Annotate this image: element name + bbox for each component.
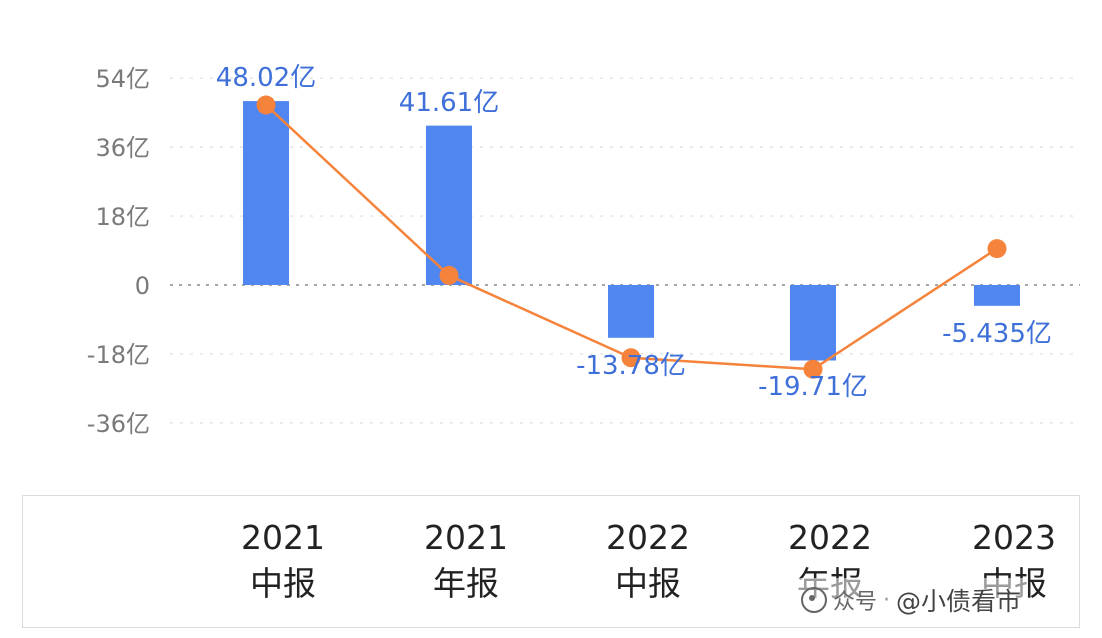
watermark: 众号 · @小债看市 [795, 578, 1028, 622]
trend-point [621, 348, 641, 368]
x-tick-label: 2022 中报 [578, 515, 718, 607]
trend-point [803, 359, 823, 379]
bar [790, 285, 836, 361]
watermark-account: @小债看市 [896, 587, 1022, 616]
x-tick-period: 中报 [615, 564, 681, 603]
y-tick-label: 0 [135, 272, 150, 300]
trend-point [256, 95, 276, 115]
x-tick-year: 2022 [606, 518, 690, 557]
bar [243, 101, 289, 285]
data-label: -19.71亿 [758, 372, 868, 402]
bar [974, 285, 1020, 306]
x-tick-year: 2021 [241, 518, 325, 557]
y-tick-label: 36亿 [95, 134, 150, 162]
watermark-separator: · [883, 587, 891, 613]
x-tick-period: 年报 [433, 564, 499, 603]
trend-point [987, 239, 1007, 259]
data-label: 48.02亿 [216, 63, 316, 93]
y-tick-label: -36亿 [87, 410, 150, 438]
x-tick-year: 2021 [424, 518, 508, 557]
data-label: -5.435亿 [942, 319, 1052, 349]
y-tick-label: 54亿 [95, 65, 150, 93]
data-label: 41.61亿 [399, 88, 499, 118]
x-tick-year: 2023 [972, 518, 1056, 557]
x-tick-year: 2022 [788, 518, 872, 557]
x-tick-label: 2021 中报 [213, 515, 353, 607]
y-tick-label: -18亿 [87, 341, 150, 369]
watermark-platform: 众号 [833, 590, 878, 615]
x-tick-label: 2021 年报 [396, 515, 536, 607]
bar [426, 125, 472, 285]
data-label: -13.78亿 [576, 351, 686, 381]
trend-point [439, 265, 459, 285]
y-tick-label: 18亿 [95, 203, 150, 231]
x-tick-period: 中报 [250, 564, 316, 603]
account-logo-icon [801, 587, 827, 613]
bar [608, 285, 654, 338]
